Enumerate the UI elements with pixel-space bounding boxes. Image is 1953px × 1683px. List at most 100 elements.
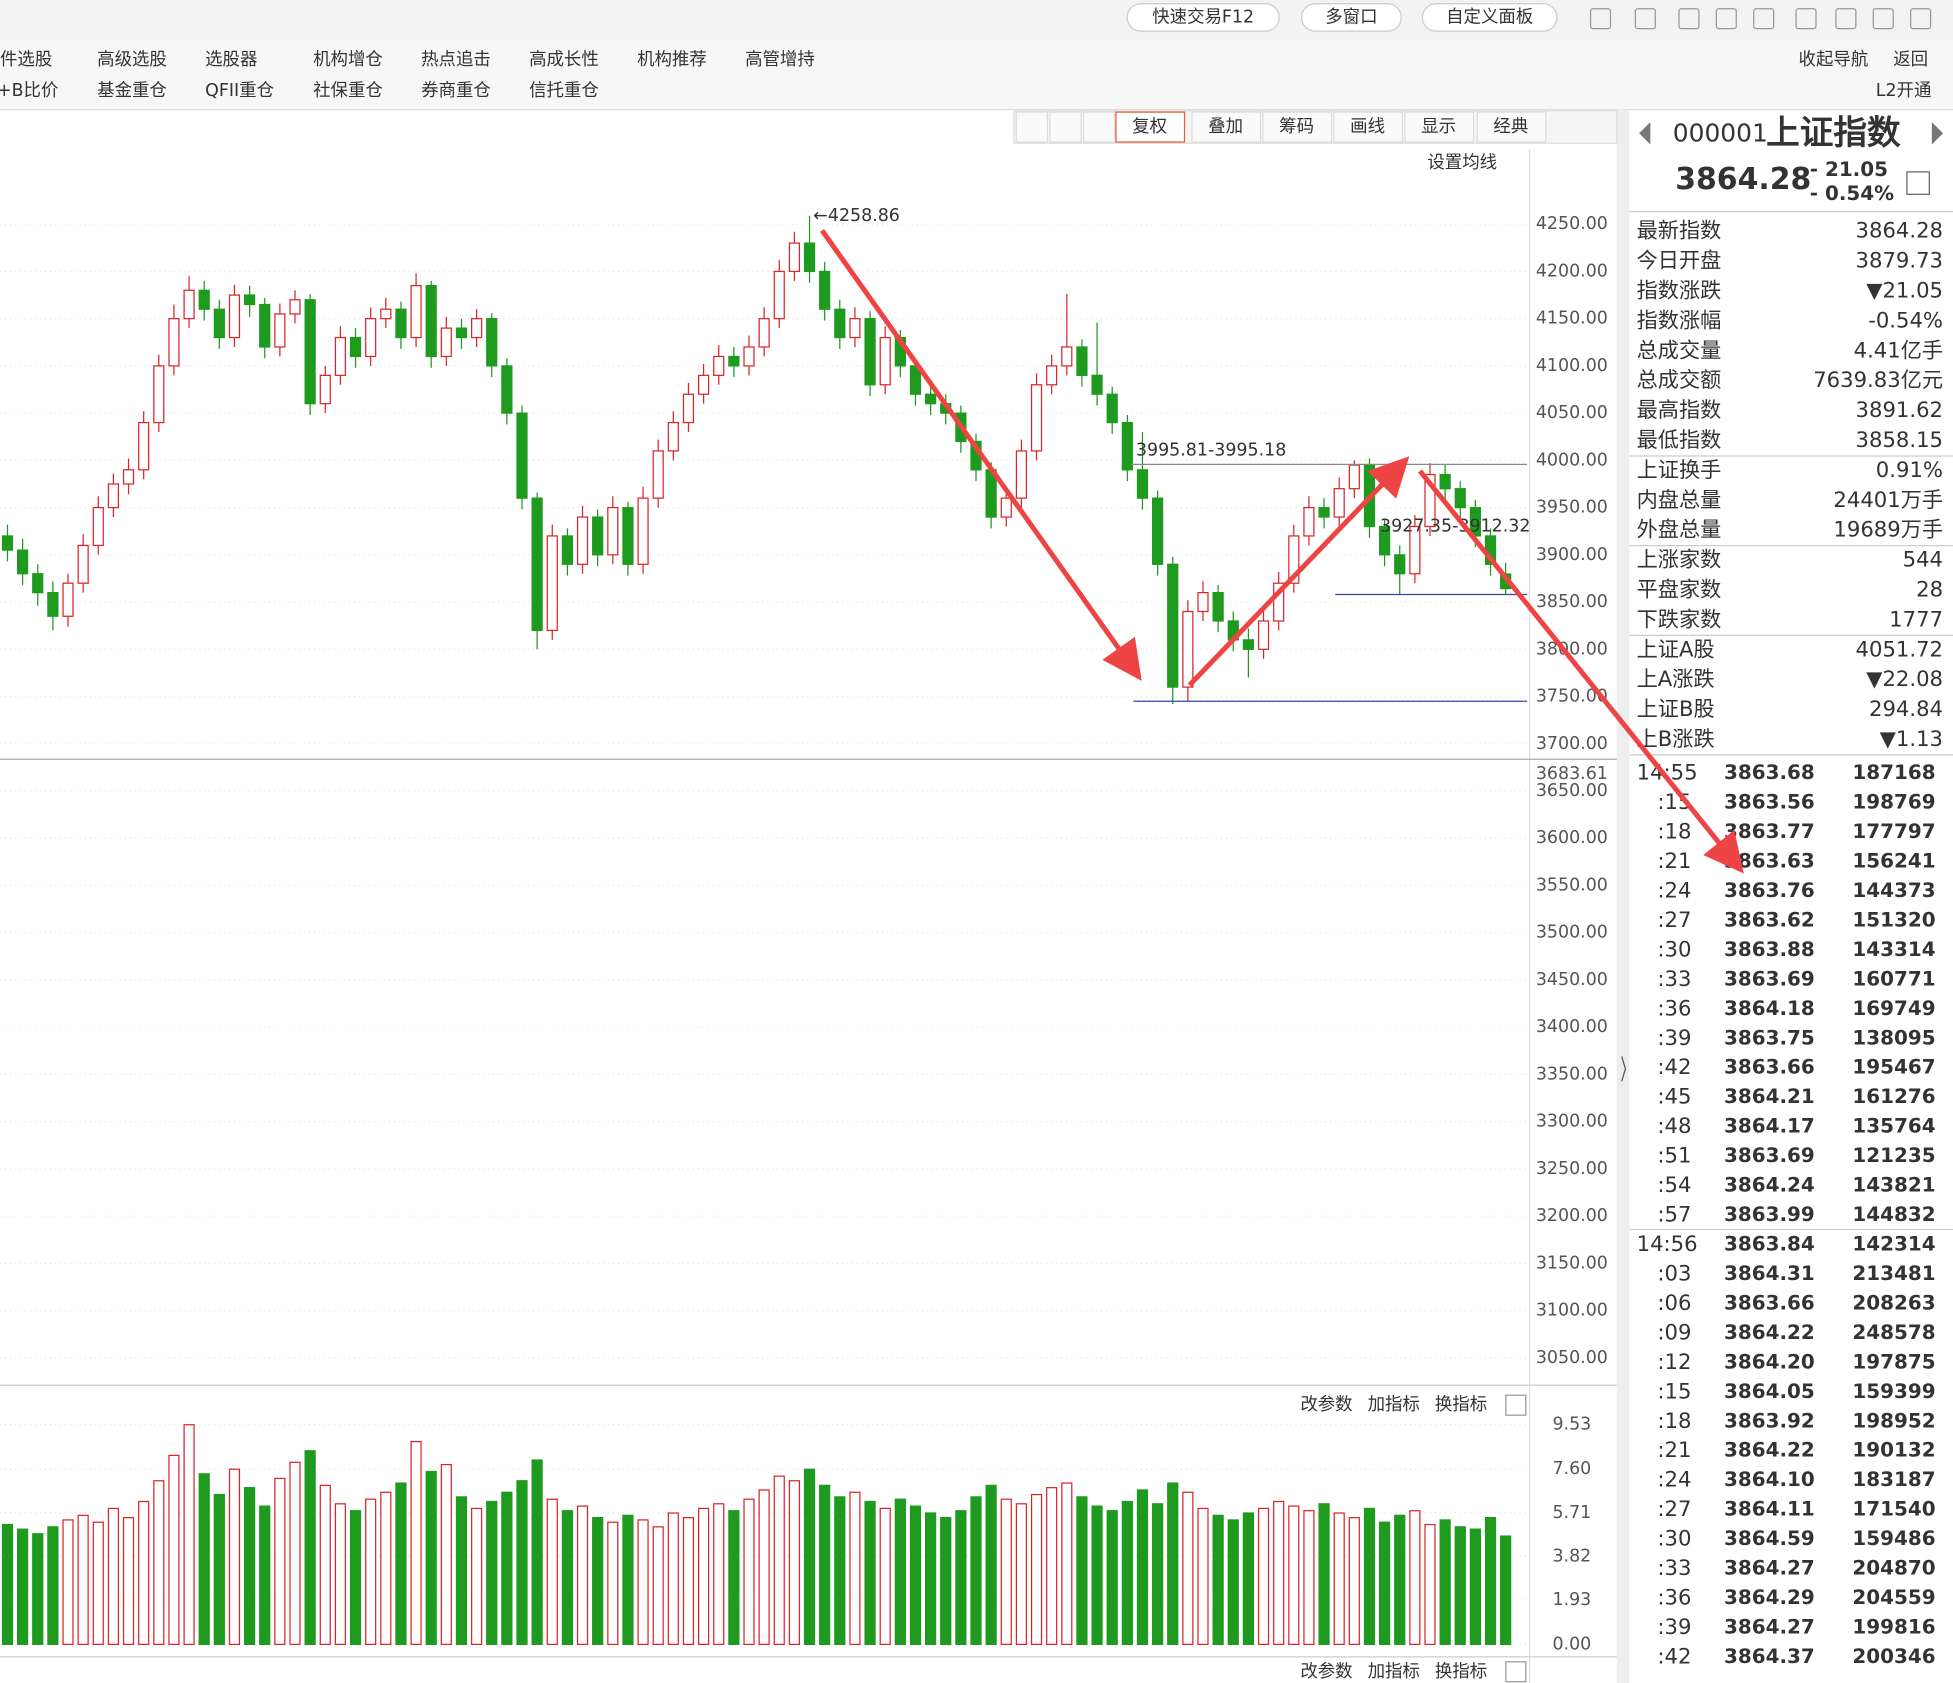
volume-bar	[576, 1505, 589, 1646]
collapse-button[interactable]	[1906, 171, 1930, 195]
tick-volume: 204559	[1852, 1586, 1935, 1609]
window-icon[interactable]	[1589, 8, 1612, 30]
volume-bar	[410, 1440, 422, 1646]
menu-item[interactable]: 选股器	[205, 50, 257, 70]
tool-button[interactable]	[1191, 111, 1262, 143]
ma-setting[interactable]: 设置均线	[1427, 153, 1497, 173]
window-icon[interactable]	[1835, 8, 1857, 30]
menu-item[interactable]: 机构增仓	[313, 50, 383, 70]
tick-time: :21	[1657, 1437, 1691, 1462]
menu-item[interactable]: QFII重仓	[205, 81, 274, 101]
tick-volume: 248578	[1852, 1321, 1935, 1344]
prev-arrow[interactable]	[1639, 122, 1651, 145]
nav-link[interactable]: 返回	[1893, 50, 1928, 70]
tick-time: :30	[1657, 936, 1691, 961]
top-button[interactable]	[1126, 3, 1280, 32]
candle-body	[1, 535, 14, 551]
volume-bar	[637, 1519, 649, 1646]
window-icon[interactable]	[1634, 8, 1656, 30]
volume-bar	[970, 1496, 982, 1646]
tool-button[interactable]	[1049, 111, 1082, 143]
tick-price: 3863.77	[1724, 820, 1815, 843]
indicator-link[interactable]: 改参数	[1300, 1395, 1352, 1415]
window-icon[interactable]	[1715, 8, 1737, 30]
top-button-label[interactable]: 自定义面板	[1446, 7, 1533, 27]
window-icon[interactable]	[1753, 8, 1775, 30]
close-button[interactable]	[1505, 1661, 1527, 1683]
candle-body	[576, 516, 589, 565]
tick-price: 3864.20	[1724, 1350, 1815, 1373]
tool-button-label[interactable]: 显示	[1421, 117, 1456, 137]
quote-value: 4051.72	[1856, 636, 1943, 661]
window-icon[interactable]	[1910, 8, 1932, 30]
candle-body	[546, 535, 558, 632]
splitter-handle[interactable]	[1621, 1056, 1627, 1082]
quote-label: 上证B股	[1637, 696, 1715, 721]
volume-bar	[1500, 1535, 1512, 1646]
top-button[interactable]	[1421, 3, 1558, 32]
menu-item[interactable]: 高管增持	[745, 50, 815, 70]
top-button-label[interactable]: 多窗口	[1325, 7, 1377, 27]
y-tick-label: 4250.00	[1536, 214, 1608, 234]
y-tick-label: 3100.00	[1536, 1301, 1608, 1321]
tool-button[interactable]	[1262, 111, 1333, 143]
quote-label: 上证换手	[1637, 457, 1722, 482]
menu-item[interactable]: 机构推荐	[637, 50, 707, 70]
volume-bar	[1378, 1521, 1391, 1646]
candle-body	[1046, 365, 1058, 386]
candle-body	[1318, 506, 1330, 518]
tick-price: 3863.75	[1724, 1026, 1815, 1049]
candle-body	[1424, 473, 1436, 528]
menu-item[interactable]: 高成长性	[529, 50, 599, 70]
volume-bar	[228, 1468, 241, 1646]
y-tick-label: 3900.00	[1536, 545, 1608, 565]
tick-time: :15	[1657, 1378, 1691, 1403]
menu-item[interactable]: A+B比价	[0, 81, 58, 101]
next-arrow[interactable]	[1931, 122, 1944, 145]
tool-button[interactable]	[1333, 111, 1404, 143]
window-icon[interactable]	[1872, 8, 1894, 30]
quote-label: 下跌家数	[1637, 606, 1722, 631]
candle-body	[1076, 346, 1088, 376]
window-icon[interactable]	[1795, 8, 1817, 30]
menu-item[interactable]: 券商重仓	[421, 81, 491, 101]
menu-item[interactable]: 高级选股	[97, 50, 167, 70]
l2-link[interactable]: L2开通	[1876, 81, 1932, 101]
tool-button[interactable]	[1015, 111, 1049, 143]
tool-button[interactable]	[1404, 111, 1475, 143]
tool-button[interactable]	[1476, 111, 1547, 143]
nav-link[interactable]: 收起导航	[1799, 50, 1869, 70]
candle-body	[834, 308, 846, 339]
indicator-link[interactable]: 换指标	[1435, 1395, 1487, 1415]
indicator-link[interactable]: 换指标	[1435, 1662, 1487, 1682]
candle-body	[622, 506, 634, 565]
stock-name: 上证指数	[1766, 113, 1901, 152]
candle-body	[17, 549, 29, 575]
candle-body	[1454, 488, 1466, 509]
candle-body	[1212, 592, 1224, 622]
menu-item[interactable]: 信托重仓	[529, 81, 599, 101]
candle-body	[138, 421, 150, 471]
menu-item[interactable]: 热点追击	[421, 50, 491, 70]
close-button[interactable]	[1505, 1394, 1527, 1416]
tool-button-label[interactable]: 画线	[1350, 117, 1385, 137]
indicator-link[interactable]: 改参数	[1300, 1662, 1352, 1682]
menu-item[interactable]: 条件选股	[0, 50, 52, 70]
menu-item[interactable]: 基金重仓	[97, 81, 167, 101]
tool-button-label[interactable]: 复权	[1132, 117, 1167, 137]
menu-item[interactable]: 社保重仓	[313, 81, 383, 101]
tool-button[interactable]	[1082, 111, 1116, 143]
indicator-link[interactable]: 加指标	[1368, 1395, 1420, 1415]
tool-button[interactable]	[1115, 111, 1186, 143]
quote-label: 最新指数	[1637, 218, 1722, 243]
indicator-link[interactable]: 加指标	[1368, 1662, 1420, 1682]
tool-button-label[interactable]: 经典	[1493, 117, 1528, 137]
candle-body	[864, 318, 876, 386]
tool-button-label[interactable]: 筹码	[1279, 117, 1314, 137]
window-icon[interactable]	[1678, 8, 1700, 30]
tick-volume: 187168	[1852, 761, 1935, 784]
top-button-label[interactable]: 快速交易F12	[1152, 7, 1254, 27]
candle-body	[1288, 535, 1300, 584]
tool-button-label[interactable]: 叠加	[1208, 117, 1243, 137]
top-button[interactable]	[1300, 3, 1402, 32]
